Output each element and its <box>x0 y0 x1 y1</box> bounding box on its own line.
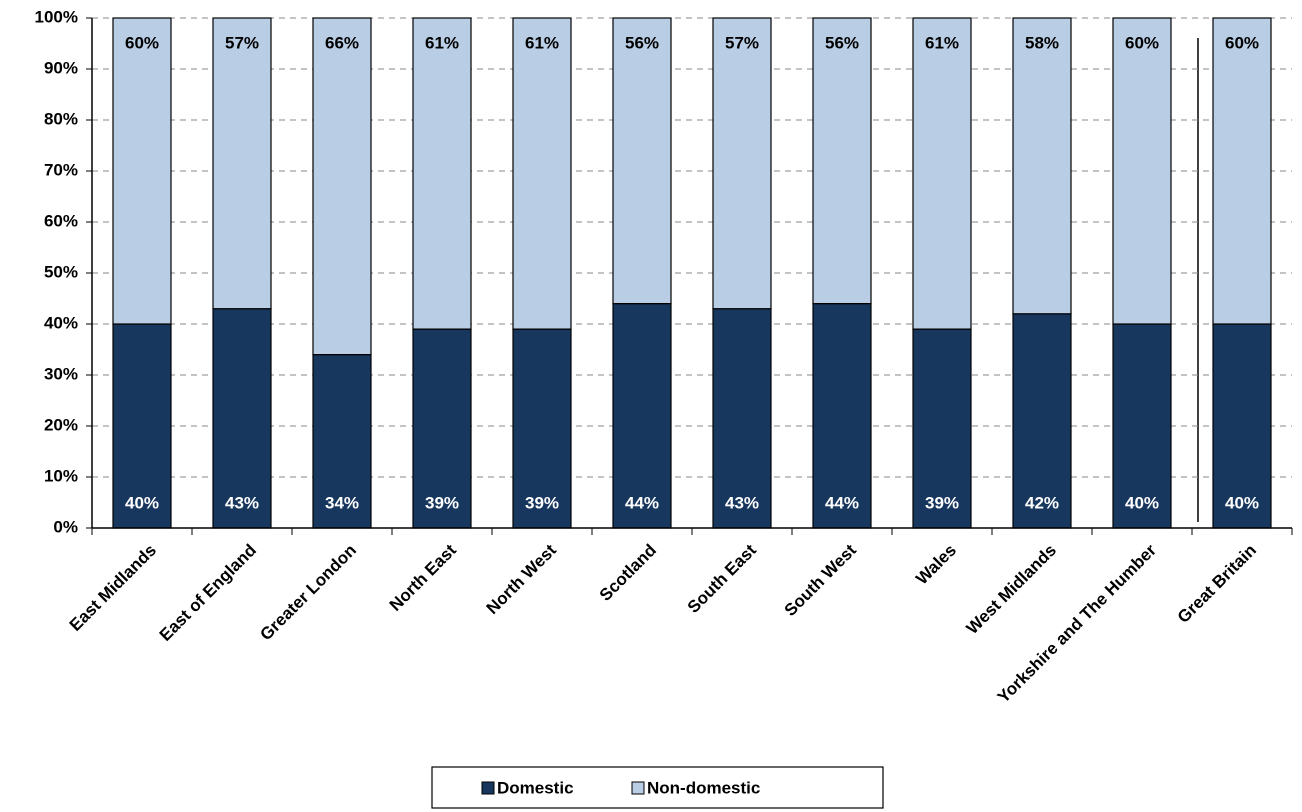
bar-segment <box>112 17 172 325</box>
y-tick-label: 80% <box>44 109 78 128</box>
x-tick-label: North West <box>483 540 561 618</box>
data-label: 57% <box>725 33 759 52</box>
bar-segment <box>512 17 572 330</box>
y-tick-label: 90% <box>44 58 78 77</box>
data-label: 57% <box>225 33 259 52</box>
data-label: 43% <box>725 493 759 512</box>
legend-box <box>431 766 884 809</box>
bar-segment <box>1112 17 1172 325</box>
bar-segment <box>912 17 972 330</box>
legend-label: Domestic <box>497 778 574 797</box>
x-tick-label: East Midlands <box>66 541 160 635</box>
legend-label: Non-domestic <box>647 778 760 797</box>
x-tick-label: Yorkshire and The Humber <box>994 540 1160 706</box>
data-label: 56% <box>625 33 659 52</box>
bar-segment <box>412 17 472 330</box>
y-tick-label: 10% <box>44 466 78 485</box>
x-tick-label: Wales <box>912 541 960 589</box>
y-tick-label: 100% <box>35 7 78 26</box>
y-tick-label: 50% <box>44 262 78 281</box>
data-label: 66% <box>325 33 359 52</box>
legend-swatch <box>481 781 495 795</box>
x-tick-label: Greater London <box>256 541 360 645</box>
data-label: 40% <box>1225 493 1259 512</box>
data-label: 61% <box>425 33 459 52</box>
data-label: 40% <box>125 493 159 512</box>
y-tick-label: 60% <box>44 211 78 230</box>
bar-segment <box>212 17 272 310</box>
x-tick-label: South East <box>684 540 760 616</box>
bar-segment <box>712 308 772 529</box>
data-label: 44% <box>625 493 659 512</box>
x-tick-label: South West <box>781 540 861 620</box>
grid <box>92 17 1292 478</box>
legend-swatch <box>631 781 645 795</box>
data-label: 39% <box>425 493 459 512</box>
data-label: 42% <box>1025 493 1059 512</box>
data-label: 34% <box>325 493 359 512</box>
data-label: 39% <box>925 493 959 512</box>
y-tick-label: 0% <box>53 517 78 536</box>
x-tick-label: Scotland <box>596 541 660 605</box>
x-tick-label: East of England <box>156 541 260 645</box>
data-label: 58% <box>1025 33 1059 52</box>
bar-segment <box>612 17 672 305</box>
bar-segment <box>512 328 572 529</box>
bar-segment <box>1212 323 1272 529</box>
x-tick-label: West Midlands <box>963 541 1060 638</box>
y-tick-label: 30% <box>44 364 78 383</box>
bar-segment <box>812 17 872 305</box>
bar-segment <box>1012 17 1072 315</box>
data-label: 60% <box>125 33 159 52</box>
y-tick-label: 40% <box>44 313 78 332</box>
bar-segment <box>312 17 372 356</box>
data-label: 40% <box>1125 493 1159 512</box>
data-label: 60% <box>1225 33 1259 52</box>
y-tick-label: 70% <box>44 160 78 179</box>
data-label: 56% <box>825 33 859 52</box>
data-label: 44% <box>825 493 859 512</box>
data-label: 60% <box>1125 33 1159 52</box>
y-tick-label: 20% <box>44 415 78 434</box>
data-label: 39% <box>525 493 559 512</box>
bar-segment <box>612 303 672 529</box>
bar-segment <box>1212 17 1272 325</box>
bar-segment <box>1112 323 1172 529</box>
data-label: 43% <box>225 493 259 512</box>
bar-segment <box>912 328 972 529</box>
x-tick-label: North East <box>386 540 460 614</box>
bar-segment <box>712 17 772 310</box>
data-label: 61% <box>525 33 559 52</box>
data-label: 61% <box>925 33 959 52</box>
bar-segment <box>1012 313 1072 529</box>
x-tick-label: Great Britain <box>1174 541 1260 627</box>
bar-segment <box>212 308 272 529</box>
